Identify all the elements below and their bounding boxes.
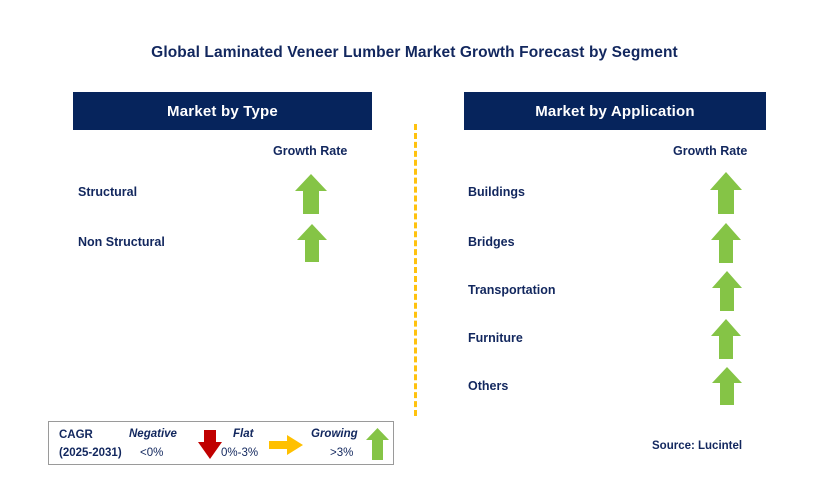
arrow-up-icon: [709, 221, 743, 265]
arrow-right-icon: [267, 434, 305, 456]
segment-label: Others: [468, 379, 509, 393]
segment-row-others: Others: [468, 366, 766, 406]
segment-row-buildings: Buildings: [468, 172, 766, 212]
arrow-up-icon: [710, 269, 744, 313]
legend-period-label: (2025-2031): [59, 447, 122, 459]
arrow-down-icon: [197, 428, 223, 461]
arrow-up-icon: [709, 317, 743, 361]
segment-label: Structural: [78, 185, 138, 199]
segment-row-transportation: Transportation: [468, 270, 766, 310]
legend-entry-growing-label: Growing: [311, 428, 358, 440]
page-title: Global Laminated Veneer Lumber Market Gr…: [151, 44, 678, 61]
source-note: Source: Lucintel: [652, 440, 743, 452]
arrow-up-icon: [365, 427, 390, 461]
legend-entry-flat-label: Flat: [233, 428, 254, 440]
growth-rate-column-header-right: Growth Rate: [673, 144, 748, 158]
segment-row-bridges: Bridges: [468, 222, 766, 262]
legend-entry-growing-value: >3%: [330, 447, 354, 459]
segment-label: Buildings: [468, 185, 525, 199]
arrow-up-icon: [708, 170, 744, 216]
panel-header-market-by-type: Market by Type: [73, 92, 372, 130]
cagr-legend: CAGR (2025-2031) Negative <0% Flat 0%-3%…: [48, 421, 394, 465]
arrow-up-icon: [710, 365, 744, 407]
legend-entry-negative-label: Negative: [129, 428, 177, 440]
segment-row-non-structural: Non Structural: [78, 222, 372, 262]
segment-label: Bridges: [468, 235, 515, 249]
growth-rate-column-header-left: Growth Rate: [273, 144, 348, 158]
segment-label: Furniture: [468, 331, 523, 345]
arrow-up-icon: [293, 172, 329, 216]
panel-header-market-by-application: Market by Application: [464, 92, 766, 130]
panel-divider: [414, 124, 417, 416]
segment-label: Transportation: [468, 283, 556, 297]
segment-label: Non Structural: [78, 235, 165, 249]
segment-row-furniture: Furniture: [468, 318, 766, 358]
legend-metric-label: CAGR: [59, 429, 93, 441]
legend-entry-negative-value: <0%: [140, 447, 164, 459]
legend-entry-flat-value: 0%-3%: [221, 447, 259, 459]
segment-row-structural: Structural: [78, 172, 372, 212]
arrow-up-icon: [295, 222, 329, 264]
